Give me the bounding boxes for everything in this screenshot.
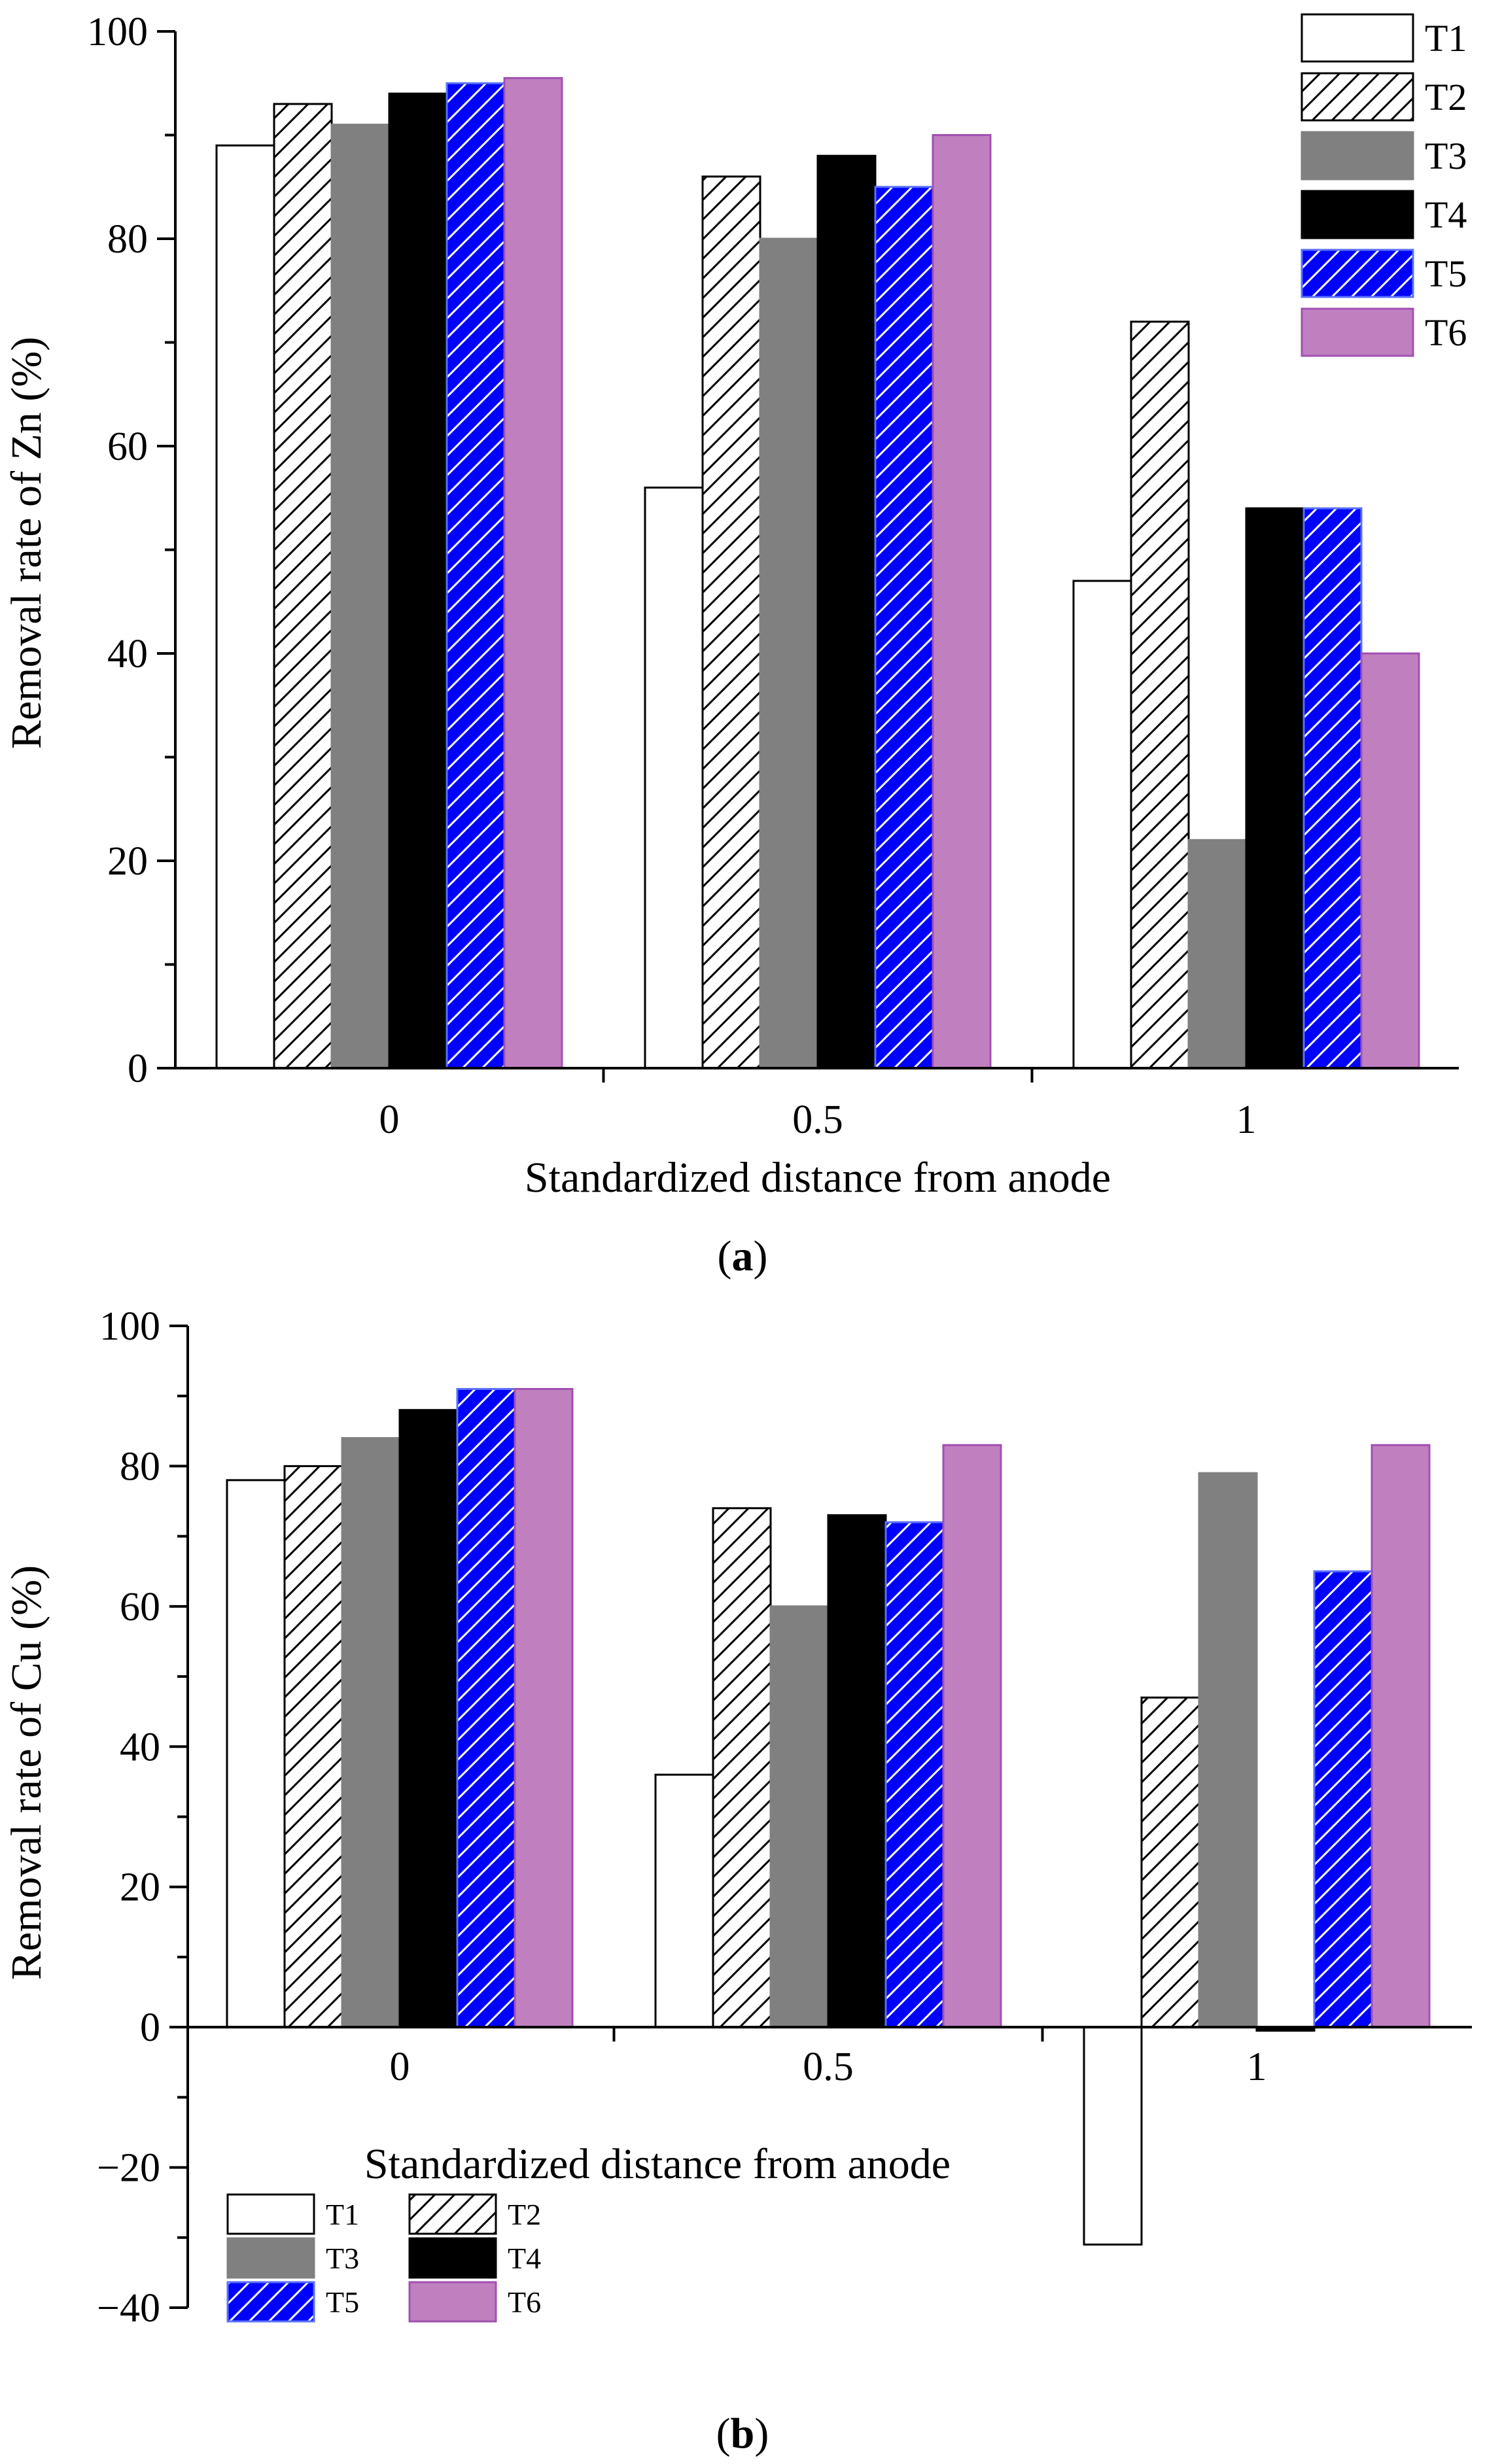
cu-y-tick-label: 0 [140,2005,160,2050]
zn-y-tick-label: 60 [107,425,148,469]
zn-legend-swatch-t5 [1301,249,1414,298]
zn-bar-t6-2 [1360,652,1420,1069]
cu-legend-label-t1: T1 [326,2198,359,2231]
chart-cu: −40 −20 0 20 40 60 80 100 0 0.5 1 Removal rate of … [3,1304,1472,2457]
cu-y-tick-label: 100 [99,1304,160,1349]
zn-x-tick-label: 0 [379,1098,400,1142]
zn-legend-swatch-t2 [1301,72,1414,122]
cu-y-tick-label: 40 [120,1725,160,1769]
cu-bar-t6-1 [942,1444,1002,2028]
cu-panel-label: (b) [716,2410,769,2457]
cu-legend-swatch-t3 [226,2237,315,2279]
cu-bar-t4-1 [827,1514,887,2028]
cu-legend-swatch-t4 [408,2237,497,2279]
cu-legend: T1 T2 T3 T4 T5 T6 [226,2193,541,2323]
cu-bar-t3-2 [1198,1472,1258,2028]
zn-bar-t3-1 [759,237,819,1069]
cu-ticks: −40 −20 0 20 40 60 80 100 0 0.5 1 [97,1304,1267,2331]
cu-legend-swatch-t6 [408,2281,497,2323]
cu-bar-t2-1 [712,1507,772,2028]
cu-legend-swatch-t1 [226,2193,315,2235]
cu-legend-label-t6: T6 [508,2285,541,2319]
cu-bar-t4-0 [398,1409,459,2028]
zn-legend-swatch-t3 [1301,131,1414,181]
cu-legend-label-t5: T5 [326,2285,359,2319]
cu-legend-swatch-t5 [226,2281,315,2323]
zn-bar-t4-2 [1245,507,1305,1069]
zn-bar-t1-1 [644,486,704,1069]
zn-y-tick-label: 80 [107,217,148,262]
zn-legend-label-t6: T6 [1425,311,1467,354]
cu-legend-label-t4: T4 [508,2242,541,2275]
cu-bars [226,1387,1431,2246]
cu-legend-label-t2: T2 [508,2198,541,2231]
zn-legend-label-t3: T3 [1425,135,1467,177]
zn-x-tick-label: 0.5 [792,1098,843,1142]
cu-bar-t1-1 [654,1773,714,2028]
zn-y-tick-label: 40 [107,632,148,676]
zn-panel-label: (a) [718,1232,768,1280]
cu-bar-t3-0 [341,1437,401,2028]
zn-legend-swatch-t1 [1301,13,1414,63]
cu-y-tick-label: 60 [120,1585,160,1629]
zn-bar-t5-2 [1302,507,1363,1069]
cu-bar-t1-0 [226,1479,286,2028]
cu-y-tick-label: 80 [120,1444,160,1489]
zn-bar-t2-1 [701,175,761,1069]
zn-legend-label-t1: T1 [1425,17,1467,60]
zn-legend: T1 T2 T3 T4 T5 T6 [1301,13,1467,357]
zn-y-axis-title: Removal rate of Zn (%) [3,337,50,749]
zn-bar-t4-0 [388,92,448,1069]
zn-legend-swatch-t4 [1301,190,1414,239]
zn-legend-label-t5: T5 [1425,252,1467,295]
cu-legend-label-t3: T3 [326,2242,359,2275]
cu-bar-t1-2 [1083,2026,1143,2246]
cu-bar-t5-0 [456,1387,516,2028]
zn-bar-t2-0 [273,103,333,1069]
cu-y-tick-label: −40 [97,2286,160,2331]
zn-x-tick-label: 1 [1236,1098,1257,1142]
cu-bar-t5-2 [1313,1570,1373,2028]
cu-x-tick-label: 0.5 [803,2045,854,2089]
zn-y-tick-label: 20 [107,839,148,884]
cu-bar-t6-2 [1371,1444,1431,2028]
zn-legend-label-t4: T4 [1425,194,1467,236]
cu-y-tick-label: 20 [120,1865,160,1910]
zn-bar-t1-2 [1072,580,1132,1069]
chart-zn: 0 20 40 60 80 100 0 0.5 1 Removal rate of Zn (%)… [3,10,1467,1280]
cu-legend-swatch-t2 [408,2193,497,2235]
cu-y-tick-label: −20 [97,2146,160,2191]
zn-x-axis-title: Standardized distance from anode [525,1154,1111,1202]
cu-x-tick-label: 1 [1247,2045,1267,2089]
cu-bar-t6-0 [514,1387,574,2028]
zn-bar-t5-0 [446,82,506,1069]
zn-bars [215,77,1420,1069]
zn-y-tick-label: 100 [87,10,148,54]
cu-y-axis-title: Removal rate of Cu (%) [3,1565,50,1980]
zn-bar-t3-0 [330,124,391,1069]
zn-bar-t3-2 [1187,839,1248,1069]
zn-legend-label-t2: T2 [1425,76,1467,118]
zn-bar-t2-2 [1130,321,1190,1069]
cu-x-tick-label: 0 [390,2045,410,2089]
cu-bar-t2-0 [283,1465,343,2028]
cu-bar-t5-1 [884,1521,945,2028]
zn-bar-t5-1 [874,186,934,1069]
cu-x-axis-title: Standardized distance from anode [364,2140,951,2188]
zn-bar-t6-1 [932,134,992,1069]
zn-legend-swatch-t6 [1301,307,1414,357]
zn-y-tick-label: 0 [128,1047,148,1091]
cu-bar-t2-2 [1140,1696,1200,2028]
zn-bar-t1-0 [215,144,275,1069]
zn-ticks: 0 20 40 60 80 100 0 0.5 1 [87,10,1257,1142]
zn-bar-t4-1 [816,154,877,1069]
cu-bar-t3-1 [769,1605,830,2028]
zn-bar-t6-0 [503,77,563,1069]
